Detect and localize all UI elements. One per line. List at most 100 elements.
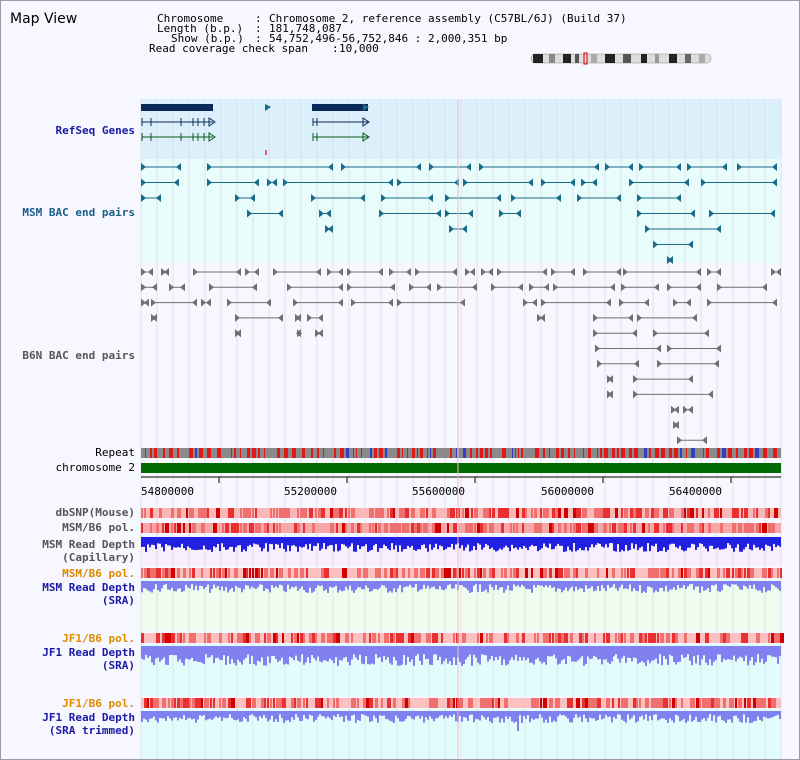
jf1-trimmed-depth-bar — [323, 711, 325, 717]
jf1-trimmed-depth-bar — [307, 711, 309, 720]
track-label-repeat[interactable]: Repeat — [95, 446, 135, 459]
track-label-jf1-b6-pol-2[interactable]: JF1/B6 pol. — [62, 697, 135, 710]
jf1-pol-cell — [219, 633, 222, 643]
read-depth-tracks[interactable] — [141, 537, 781, 731]
track-label-jf1-depth-trimmed[interactable]: JF1 Read Depth — [42, 711, 135, 724]
jf1-trimmed-depth-bar — [385, 711, 387, 719]
jf1-sra-depth-bar — [185, 646, 187, 659]
dbsnp-cell — [339, 508, 343, 518]
msm-pol-2-cell — [255, 568, 258, 578]
jf1-sra-depth-bar — [221, 646, 223, 661]
msm-bac-end — [445, 194, 450, 202]
track-label-b6n-bac[interactable]: B6N BAC end pairs — [22, 349, 135, 362]
msm-sra-depth-bar — [269, 581, 271, 593]
msm-pol-2-cell — [390, 568, 394, 578]
track-label-msm-bac[interactable]: MSM BAC end pairs — [22, 206, 135, 219]
b6n-bac-end — [318, 329, 323, 338]
jf1-trimmed-depth-bar — [749, 711, 751, 723]
jf1-pol-2-cell — [222, 698, 226, 708]
jf1-pol-cell — [303, 633, 305, 643]
capillary-depth-bar — [311, 537, 313, 551]
track-label-dbsnp[interactable]: dbSNP(Mouse) — [55, 506, 135, 519]
position-axis — [141, 476, 781, 483]
msm-sra-depth-bar — [775, 581, 777, 588]
msm-pol-2-cell — [264, 568, 268, 578]
jf1-trimmed-depth-bar — [497, 711, 499, 717]
msm-sra-depth-bar — [233, 581, 235, 592]
track-label-msm-b6-pol[interactable]: MSM/B6 pol. — [62, 521, 135, 534]
msm-bac-end — [254, 178, 259, 187]
msm-sra-depth-bar — [297, 581, 299, 591]
jf1-sra-depth-bar — [549, 646, 551, 657]
dbsnp-cell — [375, 508, 379, 518]
jf1-sra-depth-bar — [143, 646, 145, 660]
msm-sra-depth-bar — [639, 581, 641, 586]
capillary-depth-bar — [609, 537, 611, 544]
jf1-trimmed-depth-bar — [453, 711, 455, 715]
b6n-bac-end — [236, 268, 241, 276]
msm-pol-cell — [642, 523, 645, 533]
track-label-chromosome[interactable]: chromosome 2 — [55, 461, 135, 474]
jf1-trimmed-depth-bar — [533, 711, 535, 720]
b6n-bac-end — [632, 329, 637, 338]
b6n-bac-end — [717, 283, 722, 292]
repeat-element — [199, 448, 203, 458]
b6n-bac-end — [654, 283, 659, 292]
msm-sra-depth-bar — [387, 581, 389, 593]
refseq-genes-track[interactable] — [141, 104, 370, 142]
track-label-msm-depth-capillary[interactable]: MSM Read Depth — [42, 538, 135, 551]
capillary-depth-bar — [389, 537, 391, 551]
jf1-sra-depth-bar — [407, 646, 409, 657]
jf1-sra-depth-bar — [679, 646, 681, 662]
jf1-trimmed-depth-bar — [441, 711, 443, 715]
jf1-trimmed-depth-bar — [561, 711, 563, 716]
capillary-depth-bar — [155, 537, 157, 550]
jf1-sra-depth-bar — [505, 646, 507, 666]
jf1-trimmed-depth-bar — [259, 711, 261, 717]
jf1-sra-depth-bar — [141, 646, 143, 659]
msm-pol-cell — [672, 523, 674, 533]
chromosome-ideogram-icon[interactable] — [530, 52, 712, 65]
jf1-sra-depth-bar — [151, 646, 153, 663]
capillary-depth-bar — [337, 537, 339, 552]
jf1-pol-2-cell — [744, 698, 746, 708]
jf1-trimmed-depth-bar — [149, 711, 151, 719]
polymorphism-tracks[interactable] — [141, 508, 784, 708]
dbsnp-cell — [720, 508, 722, 518]
msm-sra-depth-bar — [637, 581, 639, 592]
b6n-bac-track[interactable] — [141, 268, 781, 445]
repeat-element — [763, 448, 767, 458]
jf1-trimmed-depth-bar — [507, 711, 509, 719]
jf1-pol-cell — [570, 633, 573, 643]
jf1-pol-2-cell — [657, 698, 661, 708]
capillary-depth-bar — [711, 537, 713, 546]
track-label-jf1-b6-pol[interactable]: JF1/B6 pol. — [62, 632, 135, 645]
jf1-pol-cell — [204, 633, 206, 643]
capillary-depth-bar — [541, 537, 543, 549]
msm-pol-2-cell — [606, 568, 608, 578]
track-label-refseq[interactable]: RefSeq Genes — [55, 124, 135, 137]
jf1-trimmed-depth-bar — [295, 711, 297, 715]
jf1-pol-cell — [384, 633, 387, 643]
msm-pol-2-cell — [513, 568, 517, 578]
capillary-depth-bar — [737, 537, 739, 545]
track-label-msm-depth-sra[interactable]: MSM Read Depth — [42, 581, 135, 594]
jf1-pol-cell — [666, 633, 670, 643]
track-label-msm-b6-pol-2[interactable]: MSM/B6 pol. — [62, 567, 135, 580]
capillary-depth-bar — [271, 537, 273, 545]
msm-sra-depth-bar — [377, 581, 379, 590]
msm-pol-cell — [738, 523, 742, 533]
chromosome-bar[interactable] — [141, 463, 781, 473]
msm-bac-track[interactable] — [141, 163, 777, 264]
jf1-sra-depth-bar — [503, 646, 505, 660]
jf1-sra-depth-bar — [157, 646, 159, 658]
track-label-jf1-depth-sra[interactable]: JF1 Read Depth — [42, 646, 135, 659]
jf1-sra-depth-bar — [683, 646, 685, 658]
msm-pol-2-cell — [633, 568, 635, 578]
msm-pol-cell — [552, 523, 554, 533]
jf1-sra-depth-bar — [773, 646, 775, 657]
msm-sra-depth-bar — [291, 581, 293, 587]
repeat-track[interactable] — [141, 448, 781, 458]
b6n-bac-end — [593, 313, 598, 322]
